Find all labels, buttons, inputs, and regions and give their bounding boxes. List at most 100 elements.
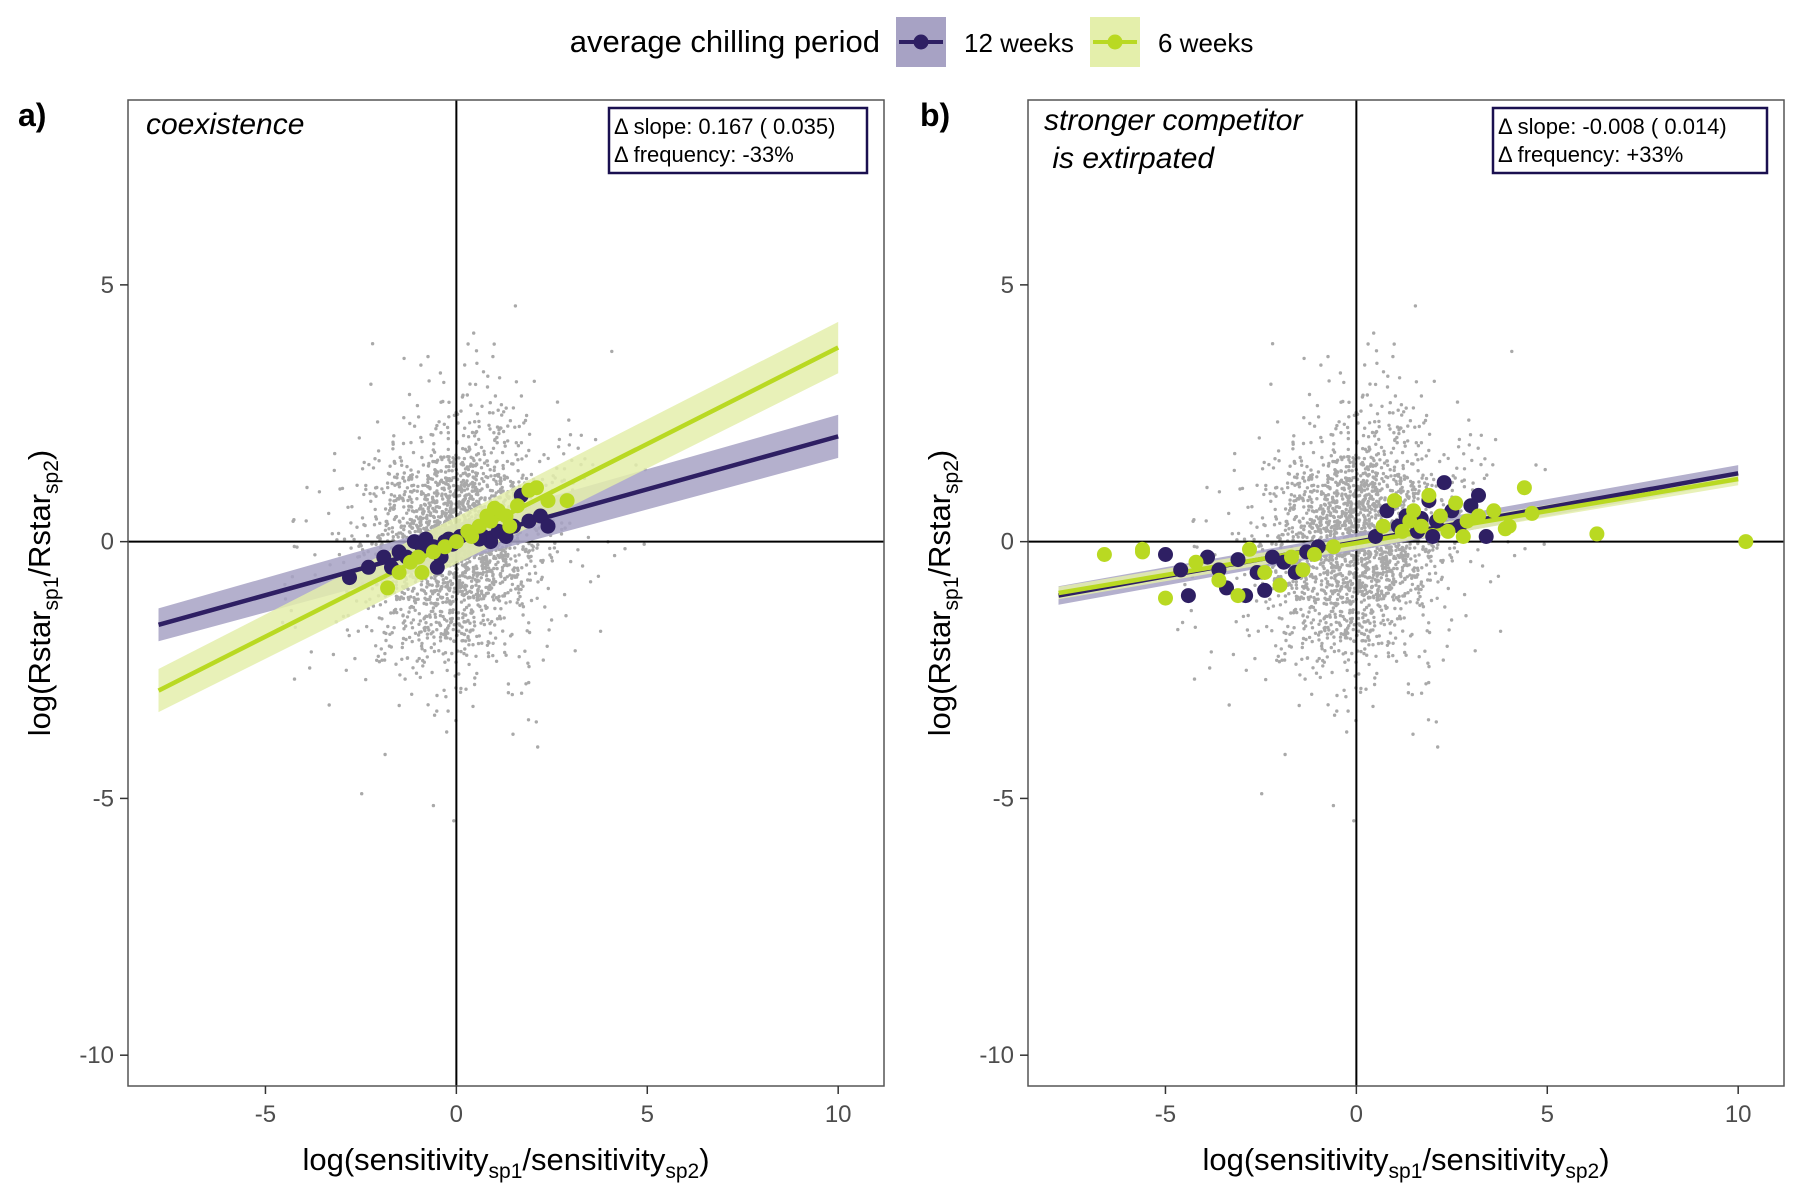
background-point (547, 628, 551, 632)
background-point (1348, 608, 1352, 612)
background-point (1360, 395, 1365, 399)
background-point (435, 628, 439, 632)
background-point (1336, 592, 1341, 597)
background-point (1479, 433, 1484, 437)
background-point (1264, 600, 1268, 604)
background-point (352, 537, 356, 542)
background-point (1379, 445, 1384, 450)
background-point (1300, 645, 1305, 650)
background-point (1301, 441, 1306, 446)
background-point (1313, 529, 1317, 534)
background-point (1312, 510, 1316, 514)
background-point (446, 709, 450, 713)
background-point (1427, 448, 1431, 453)
background-point (417, 622, 421, 626)
background-point (1462, 467, 1467, 471)
data-point (1230, 552, 1246, 568)
background-point (1392, 342, 1396, 346)
background-point (446, 587, 451, 591)
background-point (376, 654, 380, 658)
background-point (532, 379, 536, 383)
background-point (1384, 475, 1388, 479)
background-point (1311, 483, 1316, 487)
background-point (1277, 616, 1282, 620)
background-point (1260, 792, 1264, 796)
background-point (1408, 419, 1413, 423)
background-point (459, 686, 463, 691)
background-point (1299, 595, 1304, 599)
background-point (1421, 584, 1425, 588)
background-point (1381, 565, 1385, 569)
background-point (481, 594, 486, 598)
background-point (623, 547, 627, 551)
background-point (464, 584, 469, 588)
background-point (1362, 488, 1367, 492)
background-point (427, 461, 431, 466)
background-point (516, 584, 520, 589)
background-point (342, 537, 347, 541)
background-point (371, 466, 376, 470)
data-point (437, 539, 453, 555)
background-point (438, 371, 443, 375)
background-point (550, 559, 554, 563)
background-point (1297, 485, 1302, 489)
background-point (1406, 552, 1410, 557)
background-point (1335, 709, 1339, 713)
background-point (435, 470, 440, 474)
background-point (1233, 451, 1237, 456)
background-point (466, 342, 470, 346)
background-point (1282, 630, 1286, 635)
background-point (461, 499, 465, 503)
background-point (1376, 452, 1381, 456)
background-point (377, 616, 381, 620)
background-point (410, 589, 415, 593)
background-point (1323, 503, 1328, 507)
background-point (435, 709, 439, 713)
background-point (448, 579, 453, 583)
background-point (1230, 532, 1235, 536)
background-point (425, 632, 430, 636)
background-point (1180, 620, 1185, 625)
background-point (433, 524, 437, 528)
background-point (1283, 651, 1287, 656)
background-point (1232, 468, 1237, 473)
background-point (465, 465, 469, 469)
background-point (1349, 602, 1353, 606)
background-point (1391, 595, 1395, 599)
background-point (1293, 483, 1297, 487)
background-point (1345, 592, 1349, 596)
data-point (1096, 547, 1112, 562)
background-point (1416, 568, 1420, 573)
background-point (1266, 606, 1271, 611)
background-point (461, 616, 465, 620)
background-point (1381, 561, 1386, 565)
background-point (1382, 449, 1386, 453)
background-point (1359, 409, 1363, 413)
background-point (1269, 382, 1273, 386)
background-point (1399, 488, 1403, 492)
background-point (1350, 610, 1355, 615)
background-point (1382, 461, 1387, 465)
background-point (1317, 507, 1322, 511)
background-point (432, 442, 436, 446)
background-point (452, 623, 456, 627)
background-point (1308, 421, 1312, 426)
background-point (431, 630, 435, 634)
background-point (1417, 591, 1421, 595)
background-point (472, 501, 476, 506)
background-point (1332, 527, 1337, 531)
background-point (376, 535, 380, 539)
background-point (506, 682, 511, 686)
background-point (499, 551, 503, 556)
background-point (1315, 659, 1319, 663)
background-point (391, 447, 395, 451)
data-point (1738, 534, 1754, 550)
background-point (450, 582, 454, 586)
background-point (1359, 490, 1364, 494)
background-point (1299, 459, 1304, 463)
background-point (420, 439, 424, 444)
annotation-a-frequency: Δ frequency: -33% (614, 142, 794, 167)
background-point (1366, 636, 1370, 640)
background-point (1427, 572, 1432, 576)
background-point (411, 618, 416, 622)
